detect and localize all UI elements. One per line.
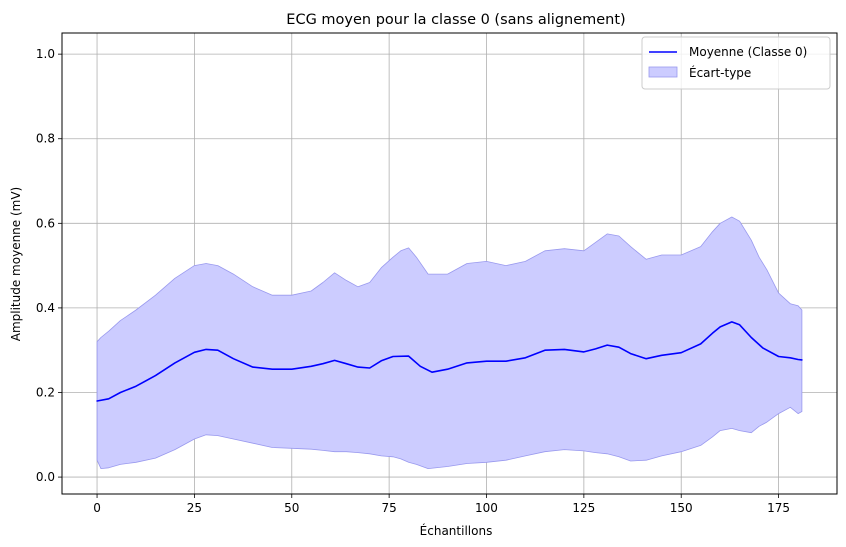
- mean-series-line: [96, 321, 803, 402]
- x-tick-label: 50: [284, 501, 299, 515]
- y-tick-label: 0.2: [36, 385, 55, 399]
- x-tick-label: 75: [381, 501, 396, 515]
- y-tick-label: 1.0: [36, 47, 55, 61]
- x-tick-label: 175: [767, 501, 790, 515]
- chart-title: ECG moyen pour la classe 0 (sans alignem…: [286, 12, 625, 28]
- legend: Moyenne (Classe 0) Écart-type: [641, 36, 831, 90]
- x-tick-label: 25: [187, 501, 202, 515]
- line-layer: [96, 321, 803, 402]
- legend-label-mean: Moyenne (Classe 0): [689, 45, 807, 59]
- x-tick-label: 0: [93, 501, 101, 515]
- y-axis-title: Amplitude moyenne (mV): [9, 187, 23, 342]
- legend-band-swatch: [648, 66, 678, 78]
- y-tick-label: 0.6: [36, 216, 55, 230]
- tick-layer: 0 25 50 75 100 125 150 175 0.0 0.2 0.4 0.6 0.8 1.0: [36, 47, 790, 515]
- band-layer: [96, 216, 803, 469]
- y-tick-label: 0.8: [36, 132, 55, 146]
- plot-frame: [61, 32, 838, 495]
- x-tick-label: 150: [670, 501, 693, 515]
- legend-label-band: Écart-type: [689, 65, 751, 80]
- y-tick-label: 0.4: [36, 301, 55, 315]
- x-tick-label: 125: [572, 501, 595, 515]
- x-tick-label: 100: [475, 501, 498, 515]
- legend-box: [641, 36, 831, 90]
- y-tick-label: 0.0: [36, 470, 55, 484]
- std-band-area: [96, 216, 803, 469]
- x-axis-title: Échantillons: [420, 523, 493, 538]
